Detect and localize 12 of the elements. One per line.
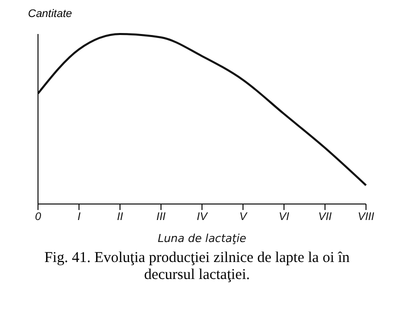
x-tick-label: II <box>116 210 124 223</box>
x-tick-label: VIII <box>358 210 374 223</box>
x-tick-label: VI <box>278 210 290 223</box>
x-tick-label: 0 <box>34 210 42 223</box>
x-tick-label: V <box>239 210 248 223</box>
y-axis-title: Cantitate <box>28 8 72 20</box>
x-axis-title: Luna de lactaţie <box>158 232 247 245</box>
caption: Fig. 41. Evoluţia producţiei zilnice de lapte la oi în decursul lactaţiei. <box>43 249 351 284</box>
x-tick-label: VII <box>318 210 332 223</box>
x-tick-label: IV <box>196 210 209 223</box>
x-tick-label: I <box>77 210 81 223</box>
x-tick-label: III <box>156 210 166 223</box>
